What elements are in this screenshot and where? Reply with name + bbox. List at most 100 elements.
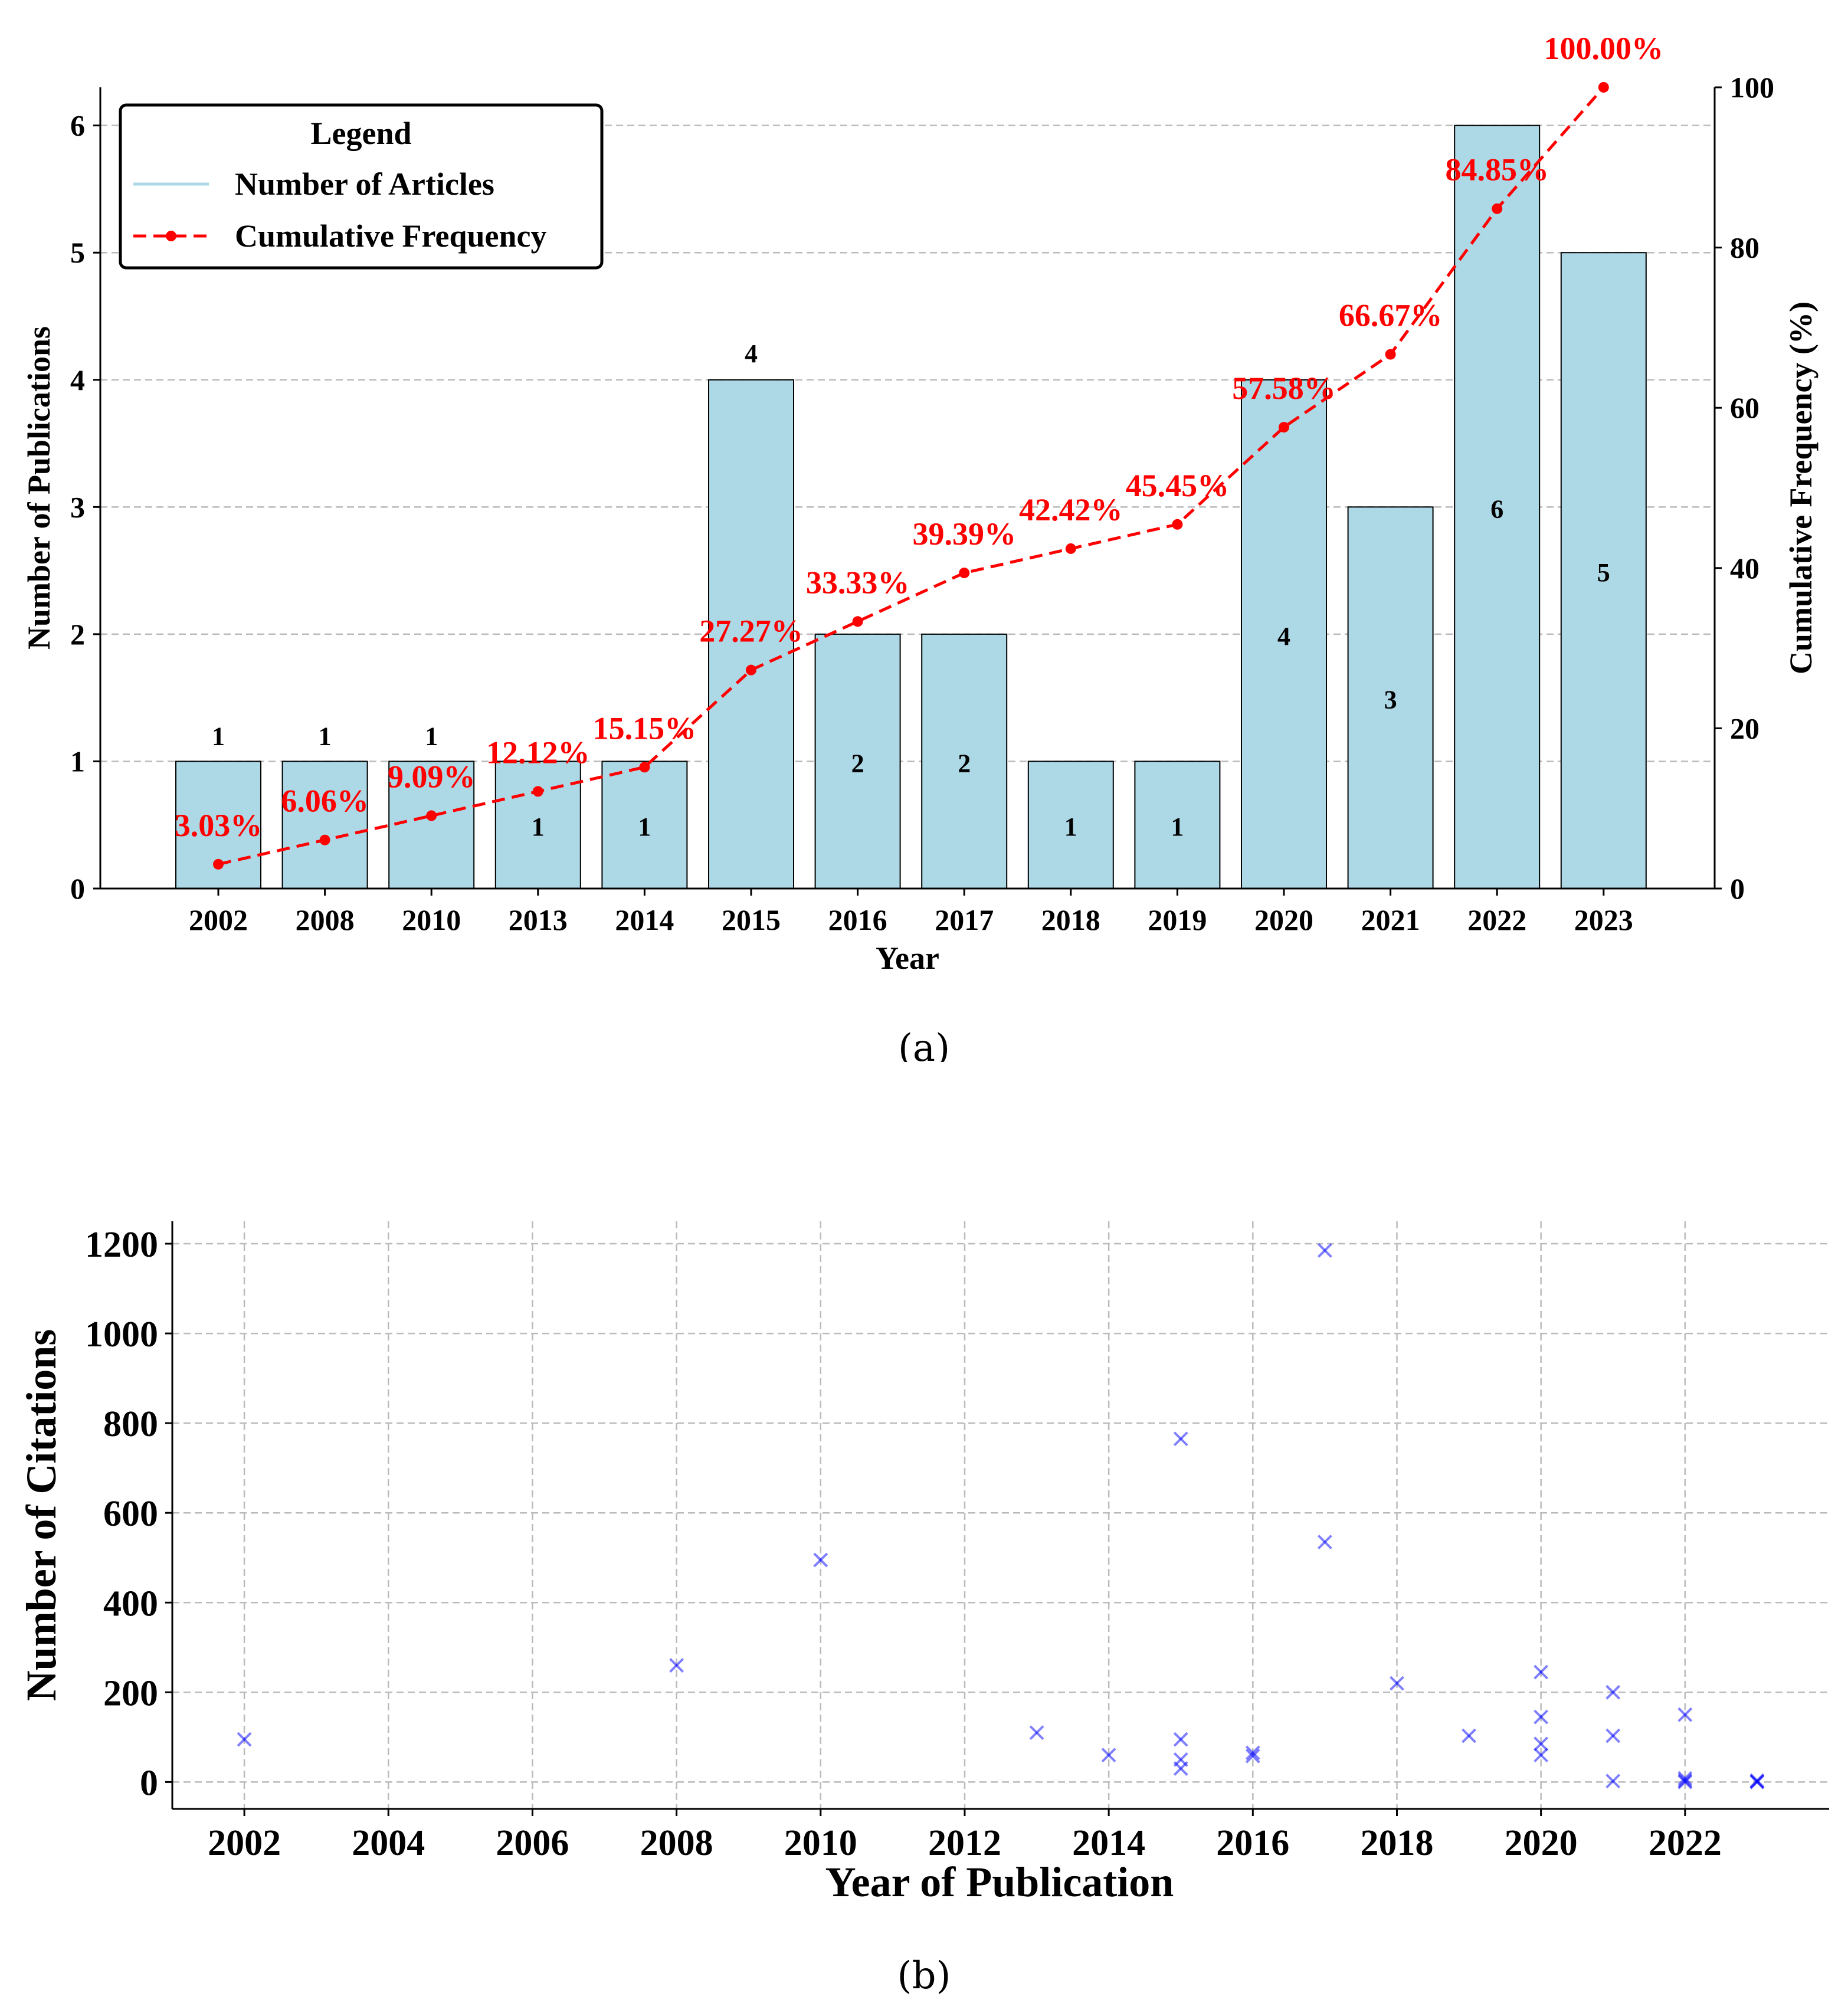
b-point-1 (669, 1658, 684, 1673)
b-x-axis-title: Year of Publication (825, 1858, 1174, 1906)
a-bar-2017 (921, 633, 1008, 890)
b-point-stroke-b (1605, 1684, 1621, 1700)
b-point-stroke-b (1173, 1732, 1188, 1747)
a-y2tick-label-60: 60 (1730, 391, 1759, 424)
b-xtick-label-2004: 2004 (352, 1823, 425, 1863)
b-point-stroke-b (1029, 1725, 1044, 1740)
a-cumulative-point-2019 (1172, 519, 1183, 530)
a-cumulative-point-2010 (426, 810, 437, 821)
a-bar-label-2019: 1 (1171, 812, 1184, 841)
a-pct-label-2014: 15.15% (593, 710, 697, 746)
a-xtick-label-2013: 2013 (509, 903, 568, 936)
b-ytick-label-200: 200 (103, 1673, 158, 1713)
b-gridlines (172, 1221, 1829, 1809)
b-point-stroke-b (1390, 1676, 1404, 1691)
a-bar-label-2020: 4 (1277, 622, 1290, 651)
b-y-ticks: 0 200 400 600 800 1000 1200 (85, 1225, 172, 1803)
a-y2tick-label-100: 100 (1730, 71, 1774, 104)
a-xtick-label-2015: 2015 (722, 903, 781, 936)
b-scatter-points (237, 1243, 1765, 1789)
a-cumulative-point-2008 (319, 834, 330, 845)
b-point-stroke-b (1245, 1748, 1260, 1763)
b-point-stroke-b (1101, 1748, 1116, 1763)
a-pct-label-2008: 6.06% (281, 784, 369, 819)
b-point-stroke-b (237, 1732, 252, 1747)
a-y2tick-label-20: 20 (1730, 712, 1759, 745)
a-ytick-label-1: 1 (70, 745, 85, 778)
a-pct-label-2002: 3.03% (175, 808, 263, 843)
a-xtick-label-2022: 2022 (1467, 903, 1526, 936)
a-ytick-label-3: 3 (70, 490, 85, 523)
a-x-axis-title: Year (876, 940, 939, 976)
b-xtick-label-2008: 2008 (640, 1823, 713, 1863)
b-ytick-label-0: 0 (140, 1763, 158, 1803)
b-point-25 (1677, 1774, 1693, 1789)
a-bar-2020 (1241, 379, 1327, 889)
legend-title: Legend (310, 116, 411, 151)
b-xtick-label-2018: 2018 (1360, 1823, 1433, 1863)
a-cumulative-point-2017 (959, 568, 970, 579)
a-bar-label-2022: 6 (1490, 494, 1503, 523)
a-bar-2023 (1560, 252, 1647, 890)
a-bars (175, 124, 1647, 890)
b-point-28 (1749, 1774, 1765, 1789)
a-y2tick-label-40: 40 (1730, 552, 1759, 585)
a-ytick-label-5: 5 (70, 236, 85, 269)
b-point-3 (1029, 1725, 1044, 1740)
b-point-stroke-b (1245, 1745, 1260, 1761)
b-xtick-label-2002: 2002 (208, 1823, 281, 1863)
a-cumulative-point-2018 (1065, 543, 1076, 554)
b-xtick-label-2022: 2022 (1649, 1823, 1722, 1863)
a-bar-label-2015: 4 (745, 339, 758, 368)
a-bar-2015 (708, 379, 794, 889)
b-point-11 (1317, 1243, 1332, 1258)
caption-b: (b) (897, 1954, 951, 1998)
a-pct-label-2018: 42.42% (1019, 492, 1123, 527)
a-pct-label-2022: 84.85% (1445, 152, 1549, 188)
a-bar-2019 (1134, 760, 1221, 890)
b-point-stroke-b (1173, 1761, 1188, 1776)
a-cumulative-point-2016 (852, 616, 863, 627)
b-point-stroke-b (1173, 1431, 1188, 1447)
a-cumulative-point-2021 (1385, 349, 1396, 360)
a-bar-label-2023: 5 (1597, 558, 1610, 587)
a-bar-2022 (1454, 124, 1541, 890)
a-xtick-label-2014: 2014 (615, 903, 674, 936)
b-point-stroke-b (1317, 1535, 1332, 1550)
a-percent-labels: 3.03%6.06%9.09%12.12%15.15%27.27%33.33%3… (175, 31, 1663, 843)
b-xtick-label-2014: 2014 (1072, 1823, 1145, 1863)
b-point-22 (1677, 1707, 1693, 1722)
a-cumulative-point-2002 (213, 858, 224, 870)
a-pct-label-2021: 66.67% (1339, 298, 1443, 333)
b-x-ticks: 2002 2004 2006 2008 2010 2012 2014 2016 2018 2020… (208, 1809, 1722, 1863)
b-point-stroke-b (1534, 1736, 1549, 1752)
a-cumulative-point-2023 (1598, 82, 1609, 93)
a-xtick-label-2019: 2019 (1148, 903, 1207, 936)
a-xtick-label-2002: 2002 (189, 903, 248, 936)
a-bar-2010 (388, 760, 475, 890)
b-point-stroke-b (1605, 1774, 1621, 1789)
a-legend: Legend Number of Articles Cumulative Fre… (119, 103, 604, 270)
a-xtick-label-2010: 2010 (402, 903, 461, 936)
a-bar-label-2014: 1 (638, 812, 651, 841)
a-bar-label-2017: 2 (958, 749, 971, 778)
b-point-10 (1245, 1748, 1260, 1763)
b-point-stroke-b (1677, 1707, 1693, 1722)
b-point-15 (1534, 1664, 1549, 1680)
a-y2-axis-title: Cumulative Frequency (%) (1783, 301, 1818, 674)
b-point-14 (1462, 1728, 1476, 1743)
b-ytick-label-600: 600 (103, 1494, 158, 1534)
a-y2tick-label-80: 80 (1730, 231, 1759, 264)
a-pct-label-2016: 33.33% (806, 565, 910, 600)
a-cumulative-line (213, 82, 1609, 870)
a-xtick-label-2021: 2021 (1361, 903, 1420, 936)
legend-line-marker (166, 231, 176, 241)
b-ytick-label-800: 800 (103, 1404, 158, 1444)
chart-a: 1 1 1 1 1 4 2 2 1 1 4 3 6 5 3.03% 6.06% 9.09% 12.12%15.1… (21, 31, 1818, 1062)
a-cumulative-point-2015 (746, 664, 756, 676)
b-point-0 (237, 1732, 252, 1747)
a-bar-2013 (494, 760, 581, 890)
b-point-stroke-b (669, 1658, 684, 1673)
a-pct-label-2023: 100.00% (1544, 31, 1664, 66)
b-y-axis-title: Number of Citations (18, 1329, 65, 1702)
